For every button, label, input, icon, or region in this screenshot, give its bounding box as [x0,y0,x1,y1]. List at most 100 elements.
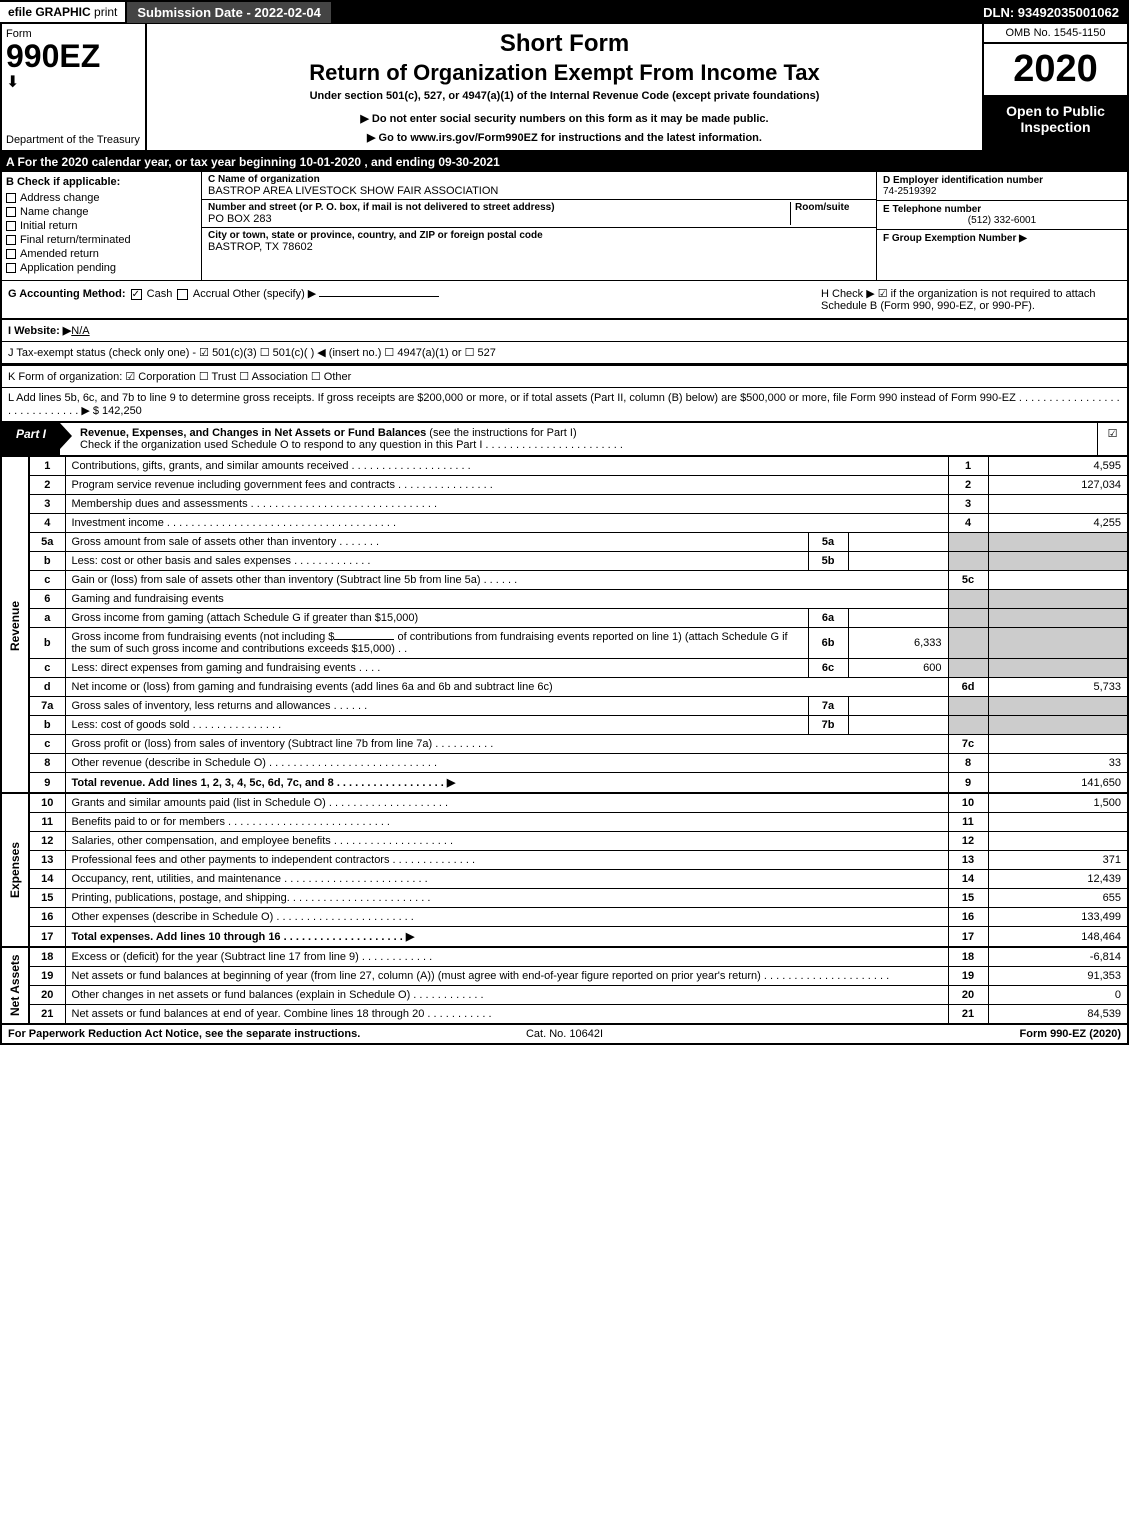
footer-center: Cat. No. 10642I [379,1028,750,1040]
phone: (512) 332-6001 [883,215,1121,226]
expenses-label: Expenses [1,793,29,947]
line-8-value: 33 [988,754,1128,773]
line-16-value: 133,499 [988,908,1128,927]
line-12: 12 Salaries, other compensation, and emp… [1,832,1128,851]
section-b-title: B Check if applicable: [6,176,197,188]
line-4-value: 4,255 [988,514,1128,533]
line-9-value: 141,650 [988,773,1128,794]
line-6c: c Less: direct expenses from gaming and … [1,659,1128,678]
section-c: C Name of organization BASTROP AREA LIVE… [202,172,877,280]
subtitle: Under section 501(c), 527, or 4947(a)(1)… [153,90,976,102]
line-17-value: 148,464 [988,927,1128,948]
line-14: 14 Occupancy, rent, utilities, and maint… [1,870,1128,889]
top-bar: efile GRAPHIC print Submission Date - 20… [0,0,1129,24]
line-17: 17 Total expenses. Add lines 10 through … [1,927,1128,948]
part1-check[interactable]: ☑ [1097,423,1127,455]
line-7a: 7a Gross sales of inventory, less return… [1,697,1128,716]
line-5a: 5a Gross amount from sale of assets othe… [1,533,1128,552]
check-initial[interactable]: Initial return [6,220,197,232]
line-18: Net Assets 18 Excess or (deficit) for th… [1,947,1128,967]
section-l: L Add lines 5b, 6c, and 7b to line 9 to … [0,388,1129,423]
line-6d-value: 5,733 [988,678,1128,697]
line-8: 8 Other revenue (describe in Schedule O)… [1,754,1128,773]
cash-checkbox[interactable] [131,289,142,300]
note: ▶ Do not enter social security numbers o… [153,112,976,125]
revenue-label: Revenue [1,457,29,793]
line-13-value: 371 [988,851,1128,870]
line-7a-value [848,697,948,716]
part1-table: Revenue 1 Contributions, gifts, grants, … [0,457,1129,1025]
line-2: 2 Program service revenue including gove… [1,476,1128,495]
address-row: Number and street (or P. O. box, if mail… [202,200,876,228]
footer-right: Form 990-EZ (2020) [750,1028,1121,1040]
line-14-value: 12,439 [988,870,1128,889]
line-1-value: 4,595 [988,457,1128,476]
line-5c-value [988,571,1128,590]
line-7b: b Less: cost of goods sold . . . . . . .… [1,716,1128,735]
dln: DLN: 93492035001062 [973,2,1129,23]
line-3-value [988,495,1128,514]
line-6d: d Net income or (loss) from gaming and f… [1,678,1128,697]
check-pending[interactable]: Application pending [6,262,197,274]
form-number: 990EZ [6,40,141,72]
line-21-value: 84,539 [988,1005,1128,1025]
print-link[interactable]: print [94,5,117,19]
line-20-value: 0 [988,986,1128,1005]
line-11-value [988,813,1128,832]
line-7c: c Gross profit or (loss) from sales of i… [1,735,1128,754]
header-left: Form 990EZ ⬇ Department of the Treasury [2,24,147,150]
submission-date: Submission Date - 2022-02-04 [125,2,333,23]
check-amended[interactable]: Amended return [6,248,197,260]
line-21: 21 Net assets or fund balances at end of… [1,1005,1128,1025]
goto-link[interactable]: ▶ Go to www.irs.gov/Form990EZ for instru… [153,131,976,144]
tax-year: 2020 [984,44,1127,97]
address: PO BOX 283 [208,213,790,225]
website: N/A [71,325,89,337]
line-11: 11 Benefits paid to or for members . . .… [1,813,1128,832]
header-right: OMB No. 1545-1150 2020 Open to Public In… [982,24,1127,150]
line-6c-value: 600 [848,659,948,678]
section-g: G Accounting Method: Cash Accrual Other … [8,287,821,312]
line-9: 9 Total revenue. Add lines 1, 2, 3, 4, 5… [1,773,1128,794]
org-name-row: C Name of organization BASTROP AREA LIVE… [202,172,876,200]
line-18-value: -6,814 [988,947,1128,967]
section-k: K Form of organization: ☑ Corporation ☐ … [0,364,1129,388]
ein: 74-2519392 [883,186,1121,197]
header-center: Short Form Return of Organization Exempt… [147,24,982,150]
efile-label[interactable]: efile GRAPHIC print [0,2,125,22]
open-inspection: Open to Public Inspection [984,97,1127,150]
section-e: E Telephone number (512) 332-6001 [877,201,1127,230]
line-6a: a Gross income from gaming (attach Sched… [1,609,1128,628]
short-form-title: Short Form [153,30,976,58]
line-6b: b Gross income from fundraising events (… [1,628,1128,659]
line-5a-value [848,533,948,552]
check-final[interactable]: Final return/terminated [6,234,197,246]
accrual-checkbox[interactable] [177,289,188,300]
line-6a-value [848,609,948,628]
line-15: 15 Printing, publications, postage, and … [1,889,1128,908]
return-title: Return of Organization Exempt From Incom… [153,60,976,86]
form-header: Form 990EZ ⬇ Department of the Treasury … [0,24,1129,152]
footer-left: For Paperwork Reduction Act Notice, see … [8,1028,379,1040]
part1-title: Revenue, Expenses, and Changes in Net As… [60,423,1097,455]
line-12-value [988,832,1128,851]
line-3: 3 Membership dues and assessments . . . … [1,495,1128,514]
city: BASTROP, TX 78602 [208,241,870,253]
part1-label: Part I [2,423,60,455]
netassets-label: Net Assets [1,947,29,1024]
part1-header: Part I Revenue, Expenses, and Changes in… [0,423,1129,457]
city-row: City or town, state or province, country… [202,228,876,255]
check-name[interactable]: Name change [6,206,197,218]
download-icon[interactable]: ⬇ [6,72,141,92]
line-10: Expenses 10 Grants and similar amounts p… [1,793,1128,813]
line-5c: c Gain or (loss) from sale of assets oth… [1,571,1128,590]
page-footer: For Paperwork Reduction Act Notice, see … [0,1025,1129,1045]
line-15-value: 655 [988,889,1128,908]
period-bar: A For the 2020 calendar year, or tax yea… [0,152,1129,172]
line-1: Revenue 1 Contributions, gifts, grants, … [1,457,1128,476]
info-section: B Check if applicable: Address change Na… [0,172,1129,281]
line-5b-value [848,552,948,571]
line-10-value: 1,500 [988,793,1128,813]
section-h: H Check ▶ ☑ if the organization is not r… [821,287,1121,312]
check-address[interactable]: Address change [6,192,197,204]
